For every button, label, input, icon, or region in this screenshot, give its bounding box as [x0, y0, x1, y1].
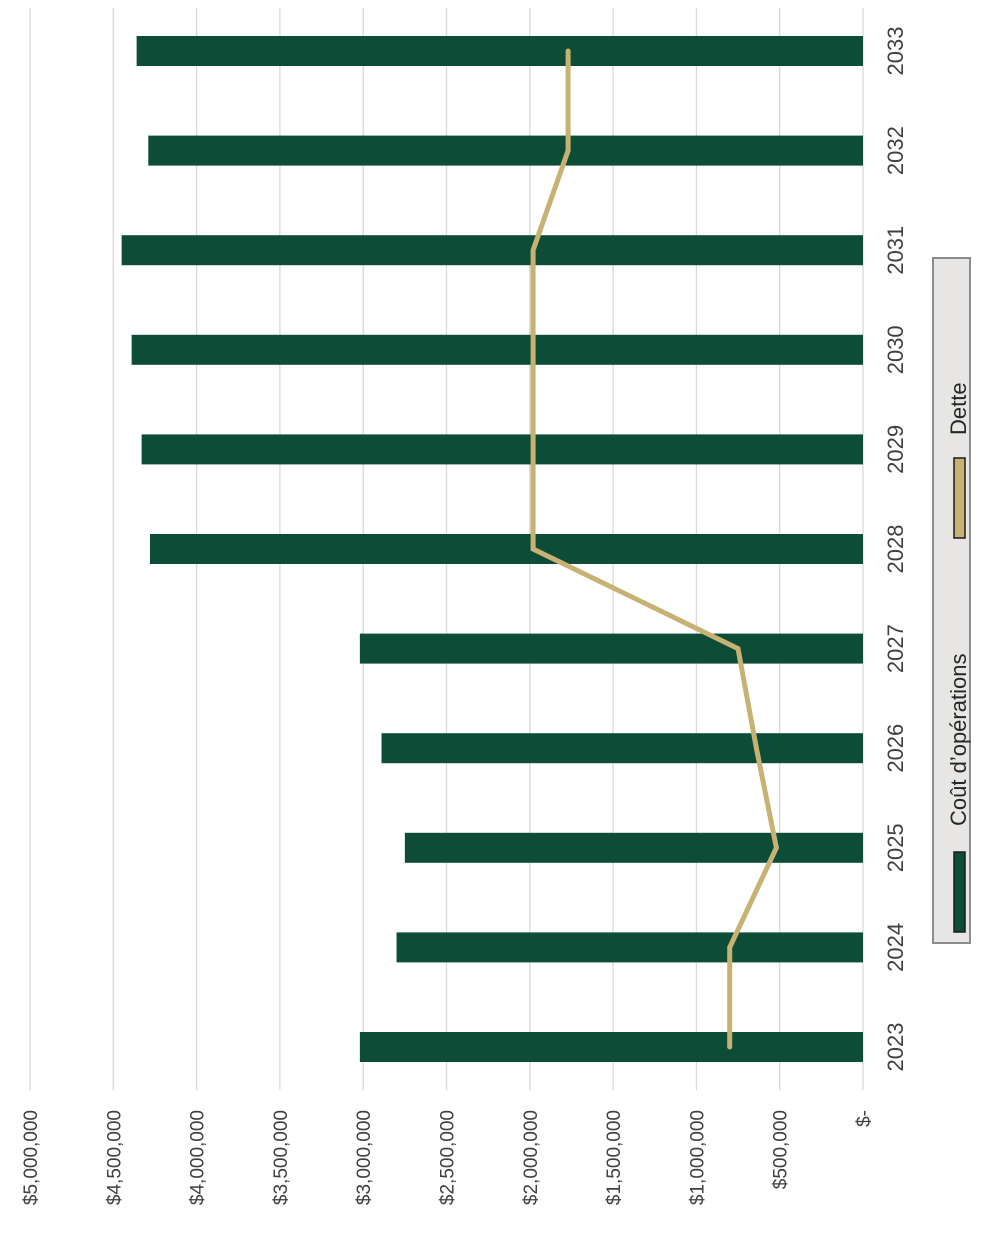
- bar-2028: [149, 534, 863, 564]
- bar-2032: [148, 135, 863, 166]
- legend: Coût d’opérations Dette: [932, 257, 971, 944]
- value-axis-ticks: $- $500,000 $1,000,000 $1,500,000 $2,000,000…: [21, 1110, 875, 1205]
- bar-2027: [359, 633, 863, 664]
- category-tick-label: 2026: [883, 724, 908, 773]
- legend-swatch-dette: [953, 457, 966, 539]
- bar-2025: [404, 832, 863, 863]
- category-tick-label: 2030: [883, 325, 908, 374]
- category-tick-label: 2028: [883, 525, 908, 574]
- category-tick-label: 2024: [883, 923, 908, 972]
- value-tick-label: $2,500,000: [438, 1110, 459, 1205]
- value-tick-label: $3,500,000: [271, 1110, 292, 1205]
- category-tick-label: 2029: [883, 425, 908, 474]
- legend-swatch-cout-operations: [953, 851, 966, 933]
- bar-2026: [381, 733, 863, 764]
- category-tick-label: 2033: [883, 27, 908, 76]
- category-tick-label: 2023: [883, 1023, 908, 1072]
- value-tick-label: $1,000,000: [687, 1110, 708, 1205]
- value-tick-label: $1,500,000: [604, 1110, 625, 1205]
- legend-label-cout-operations: Coût d’opérations: [946, 654, 971, 826]
- value-tick-label: $5,000,000: [21, 1110, 42, 1205]
- value-tick-label: $4,000,000: [188, 1110, 209, 1205]
- bar-2030: [131, 334, 864, 365]
- bar-2031: [121, 235, 863, 266]
- line-series: [530, 48, 780, 1050]
- line-dette: [530, 48, 780, 1050]
- bar-2024: [396, 932, 863, 963]
- value-tick-label: $3,000,000: [354, 1110, 375, 1205]
- value-tick-label: $4,500,000: [104, 1110, 125, 1205]
- legend-label-dette: Dette: [946, 382, 971, 435]
- bar-2029: [141, 434, 863, 465]
- category-tick-label: 2027: [883, 624, 908, 673]
- category-tick-label: 2025: [883, 823, 908, 872]
- legend-box: [932, 257, 971, 944]
- value-tick-label: $500,000: [771, 1110, 792, 1189]
- value-tick-label: $2,000,000: [521, 1110, 542, 1205]
- bar-series: [121, 36, 864, 1062]
- category-tick-label: 2031: [883, 226, 908, 275]
- value-tick-label: $-: [854, 1110, 875, 1127]
- bar-2023: [359, 1032, 863, 1062]
- category-tick-label: 2032: [883, 126, 908, 175]
- bar-2033: [136, 36, 863, 66]
- category-axis-ticks: 2023 2024 2025 2026 2027 2028 2029 2030 2031 2032…: [883, 27, 908, 1072]
